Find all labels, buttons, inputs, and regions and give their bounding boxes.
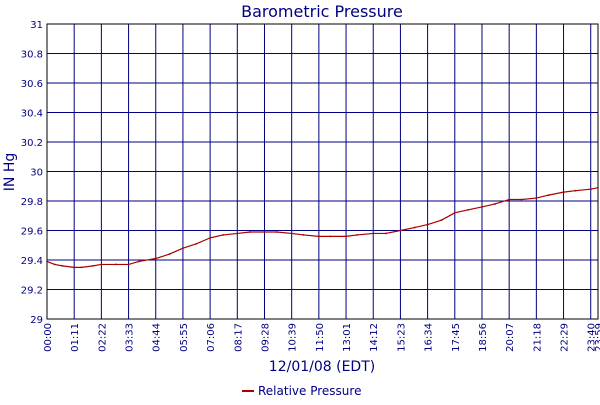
data-point <box>384 232 387 235</box>
y-tick-label: 31 <box>30 20 43 31</box>
y-tick-label: 30.6 <box>21 79 43 90</box>
data-point <box>249 231 251 233</box>
data-point <box>115 263 117 266</box>
x-tick-label: 08:17 <box>233 323 244 352</box>
data-point <box>53 263 56 266</box>
data-point <box>263 231 266 233</box>
y-tick-label: 29.8 <box>21 197 43 208</box>
y-tick-label: 29.6 <box>21 227 43 238</box>
data-point <box>399 229 402 232</box>
data-point <box>453 211 456 214</box>
data-point <box>222 234 225 236</box>
x-axis-tick-labels: 00:00 01:11 02:22 03:33 04:44 05:55 07:06 08:17… <box>43 323 600 352</box>
data-point <box>127 263 130 266</box>
data-point <box>345 235 347 238</box>
data-point <box>562 191 565 194</box>
data-point <box>426 223 429 226</box>
data-point <box>574 189 577 192</box>
x-tick-label: 01:11 <box>70 323 81 352</box>
x-tick-label: 02:22 <box>97 323 108 352</box>
series-layer <box>46 186 599 269</box>
y-tick-label: 30.8 <box>21 50 43 61</box>
x-tick-label: 09:28 <box>260 323 271 352</box>
data-point <box>182 247 184 250</box>
data-point <box>61 265 64 267</box>
x-axis-label: 12/01/08 (EDT) <box>269 359 375 375</box>
y-tick-label: 29 <box>30 315 43 326</box>
data-point <box>302 234 305 236</box>
y-axis-label: IN Hg <box>2 153 18 191</box>
data-point <box>597 186 599 189</box>
data-point <box>535 197 538 199</box>
x-tick-label: 14:12 <box>369 323 380 352</box>
x-tick-label: 20:07 <box>505 323 516 352</box>
y-tick-label: 30.4 <box>21 109 43 120</box>
y-tick-label: 30 <box>30 168 43 179</box>
x-tick-label: 17:45 <box>451 323 462 352</box>
y-tick-label: 30.2 <box>21 138 43 149</box>
x-tick-label: 05:55 <box>179 323 190 352</box>
plot-frame <box>46 23 599 320</box>
x-tick-label: 21:18 <box>532 323 543 352</box>
data-point <box>317 235 320 238</box>
y-tick-label: 29.4 <box>21 256 43 267</box>
data-point <box>46 260 48 263</box>
x-tick-label: 00:00 <box>43 323 54 352</box>
data-point <box>290 232 293 235</box>
data-point <box>508 198 511 201</box>
data-point <box>547 194 550 197</box>
data-point <box>520 198 523 201</box>
x-tick-label: 07:06 <box>206 323 217 352</box>
data-point <box>356 234 359 236</box>
data-point <box>413 226 416 229</box>
x-tick-label: 11:50 <box>315 323 326 352</box>
data-point <box>372 232 375 235</box>
data-point <box>137 260 140 263</box>
data-point <box>589 188 592 191</box>
data-point <box>329 235 332 238</box>
legend: Relative Pressure <box>242 384 361 398</box>
y-tick-label: 29.2 <box>21 286 43 297</box>
x-tick-label: 23:40 <box>587 323 598 352</box>
x-tick-label: 03:33 <box>125 323 136 352</box>
data-point <box>73 266 76 269</box>
x-tick-label: 10:39 <box>288 323 299 352</box>
data-point <box>154 257 157 260</box>
x-tick-label: 04:44 <box>152 323 163 352</box>
chart-title: Barometric Pressure <box>241 2 403 21</box>
series-line-relative-pressure <box>46 187 599 268</box>
data-point <box>195 242 198 245</box>
x-tick-label: 13:01 <box>342 323 353 352</box>
data-point <box>80 266 83 269</box>
x-tick-label: 23:59 <box>594 323 600 352</box>
y-axis-tick-labels: 29 29.2 29.4 29.6 29.8 30 30.2 30.4 30.6 30.8 31 <box>21 20 43 326</box>
data-point <box>494 203 496 205</box>
x-tick-label: 16:34 <box>424 323 435 352</box>
data-point <box>481 206 483 208</box>
grid <box>46 23 599 320</box>
legend-label-relative-pressure: Relative Pressure <box>258 384 361 398</box>
x-tick-label: 15:23 <box>396 323 407 352</box>
data-point <box>275 231 278 233</box>
data-point <box>467 208 470 211</box>
data-point <box>209 236 212 239</box>
data-point <box>92 265 94 267</box>
data-point <box>100 263 103 266</box>
data-point <box>168 253 171 256</box>
x-tick-label: 18:56 <box>478 323 489 352</box>
data-point <box>236 232 239 235</box>
x-tick-label: 22:29 <box>560 323 571 352</box>
data-point <box>440 219 443 222</box>
